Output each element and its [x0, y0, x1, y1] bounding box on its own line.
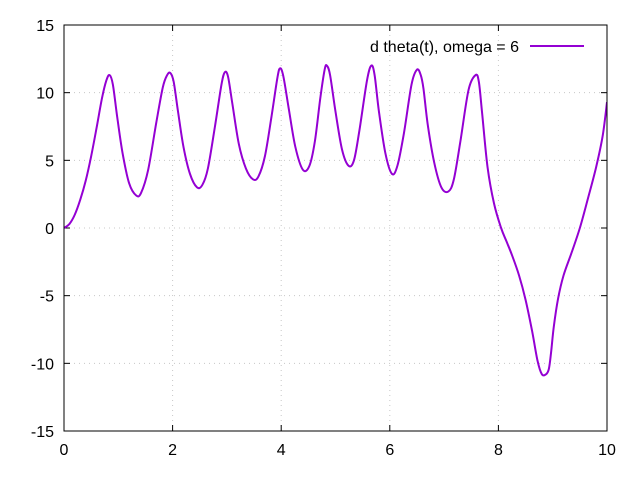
series-line	[64, 64, 607, 377]
y-tick-label: 15	[36, 18, 54, 35]
series-layer	[64, 64, 607, 377]
legend-label: d theta(t), omega = 6	[370, 39, 519, 56]
x-tick-label: 2	[168, 442, 177, 459]
grid-lines	[64, 25, 607, 431]
x-tick-label: 4	[277, 442, 286, 459]
axis-ticks	[63, 24, 608, 432]
y-tick-label: -10	[31, 356, 54, 373]
tick-labels: 0 2 4 6 8 10 15 10 5 0 -5 -10 -15	[31, 18, 616, 459]
legend: d theta(t), omega = 6	[370, 39, 584, 56]
y-tick-label: -5	[40, 289, 54, 306]
x-tick-label: 0	[60, 442, 69, 459]
y-tick-label: -15	[31, 424, 54, 441]
plot-frame	[63, 24, 608, 432]
y-tick-label: 0	[45, 221, 54, 238]
x-tick-label: 10	[598, 442, 616, 459]
x-tick-label: 6	[385, 442, 394, 459]
y-tick-label: 5	[45, 153, 54, 170]
x-tick-label: 8	[494, 442, 503, 459]
y-tick-label: 10	[36, 86, 54, 103]
